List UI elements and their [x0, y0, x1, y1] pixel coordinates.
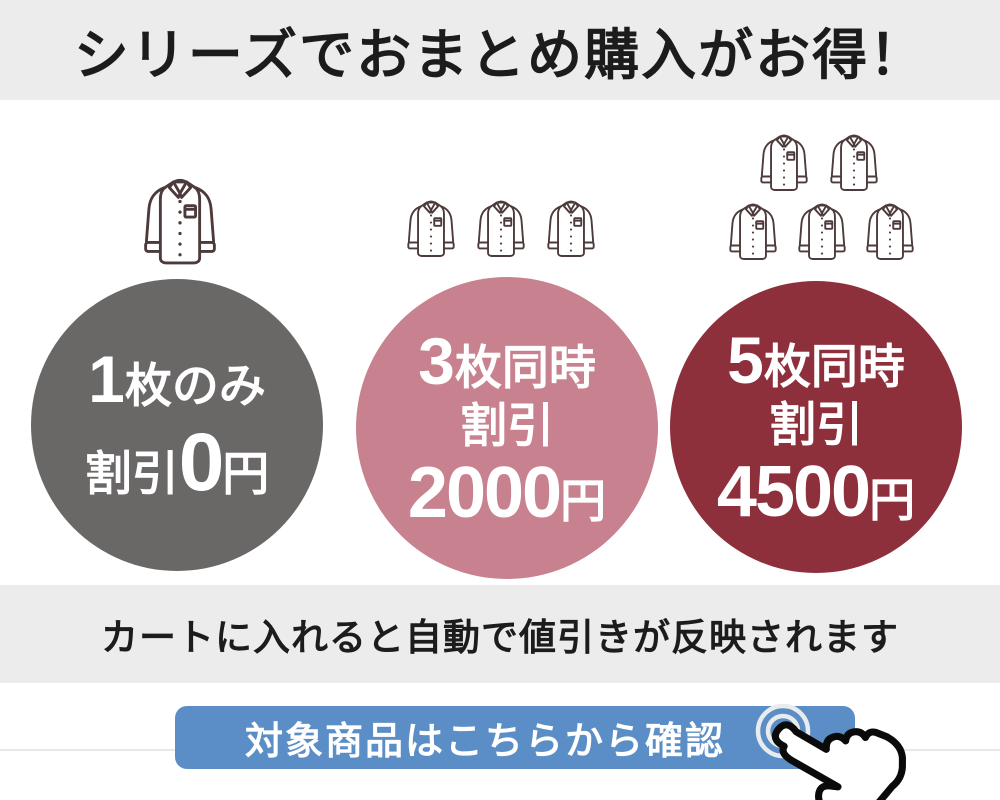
- badge-5-line-1: 5 枚同時: [727, 327, 905, 393]
- promo-title: シリーズでおまとめ購入がお得！: [73, 24, 927, 86]
- note-band: カートに入れると自動で値引きが反映されます: [0, 585, 1000, 683]
- badge-3-line-1: 3 枚同時: [418, 328, 596, 394]
- badge-1-amount-unit: 円: [222, 447, 270, 500]
- shirt-icon: [404, 191, 458, 267]
- badge-1-count-unit: 枚のみ: [124, 359, 266, 412]
- discount-badge-5: 5 枚同時 割引 4500 円: [670, 281, 962, 573]
- badge-1-discount-label: 割引: [84, 447, 179, 500]
- auto-discount-note: カートに入れると自動で値引きが反映されます: [101, 617, 899, 658]
- shirt-icon: [544, 191, 598, 267]
- badge-5-amount-unit: 円: [869, 473, 916, 526]
- badge-1-count: 1: [88, 342, 125, 416]
- badge-5-count: 5: [727, 322, 764, 397]
- badge-3-amount: 2000: [407, 452, 562, 533]
- cta-button[interactable]: 対象商品はこちらから確認: [175, 706, 855, 769]
- discount-badge-1: 1 枚のみ 割引 0 円: [31, 279, 323, 571]
- title-band: シリーズでおまとめ購入がお得！: [0, 0, 1000, 100]
- cta-label: 対象商品はこちらから確認: [244, 721, 725, 763]
- badge-5-line-3: 4500 円: [717, 456, 915, 528]
- badge-5-count-unit: 枚同時: [763, 339, 905, 393]
- discount-badge-3: 3 枚同時 割引 2000 円: [356, 277, 658, 579]
- shirt-icon: [757, 128, 811, 198]
- shirt-icon: [827, 128, 881, 198]
- tap-hand-icon: [755, 703, 906, 800]
- shirt-icon: [795, 197, 849, 267]
- shirt-icon: [863, 197, 917, 267]
- badge-5-discount-label: 割引: [769, 397, 863, 451]
- shirt-icon: [138, 177, 222, 267]
- badge-3-line-2: 割引: [460, 402, 554, 449]
- badge-1-line-1: 1 枚のみ: [88, 346, 266, 412]
- badge-3-count: 3: [418, 323, 455, 398]
- badge-1-amount: 0: [178, 417, 225, 508]
- badge-3-amount-unit: 円: [560, 474, 607, 527]
- shirt-icon: [726, 197, 780, 267]
- badge-3-count-unit: 枚同時: [454, 340, 596, 394]
- badge-1-line-2: 割引 0 円: [85, 422, 270, 504]
- badge-5-amount: 4500: [716, 451, 871, 532]
- shirt-icon: [474, 191, 528, 267]
- badge-3-discount-label: 割引: [460, 398, 554, 452]
- badge-3-line-3: 2000 円: [408, 457, 606, 529]
- badge-5-line-2: 割引: [769, 401, 863, 448]
